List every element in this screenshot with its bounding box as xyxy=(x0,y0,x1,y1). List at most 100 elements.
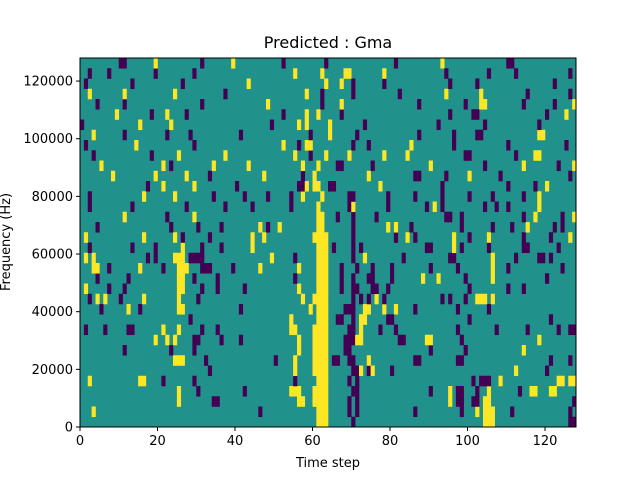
heatmap-cell xyxy=(223,201,228,213)
heatmap-cell xyxy=(289,324,298,336)
heatmap-cell xyxy=(204,355,209,366)
heatmap-cell xyxy=(188,129,193,141)
heatmap-cell xyxy=(87,88,92,100)
heatmap-cell xyxy=(312,355,329,366)
heatmap-cell xyxy=(521,160,526,172)
heatmap-cell xyxy=(444,88,449,100)
heatmap-cell xyxy=(149,109,154,120)
heatmap-cell xyxy=(351,201,356,213)
heatmap-cell xyxy=(316,160,321,172)
heatmap-cell xyxy=(200,283,205,295)
heatmap-cell xyxy=(452,242,457,254)
heatmap-cell xyxy=(304,119,309,131)
heatmap-cell xyxy=(514,252,519,264)
heatmap-cell xyxy=(122,283,127,295)
heatmap-cell xyxy=(161,181,166,192)
heatmap-cell xyxy=(176,396,182,407)
heatmap-cell xyxy=(525,222,530,233)
heatmap-cell xyxy=(424,201,430,213)
heatmap-cell xyxy=(537,129,546,141)
heatmap-cell xyxy=(506,181,511,192)
heatmap-cell xyxy=(475,129,484,141)
heatmap-cell xyxy=(386,201,391,213)
heatmap-cell xyxy=(359,324,364,336)
heatmap-cell xyxy=(568,324,577,336)
heatmap-cell xyxy=(355,375,360,387)
heatmap-cell xyxy=(483,160,488,172)
heatmap-cell xyxy=(80,119,85,131)
heatmap-cell xyxy=(215,324,220,336)
heatmap-cell xyxy=(335,314,344,325)
heatmap-cell xyxy=(192,273,197,284)
heatmap-cell xyxy=(180,232,185,243)
heatmap-cell xyxy=(463,150,472,161)
heatmap-cell xyxy=(351,293,356,305)
heatmap-cell xyxy=(297,345,302,356)
heatmap-cell xyxy=(153,242,158,254)
heatmap-cell xyxy=(374,293,379,305)
heatmap-cell xyxy=(180,242,185,254)
heatmap-cell xyxy=(382,150,387,161)
heatmap-cell xyxy=(556,242,561,254)
heatmap-cell xyxy=(424,242,433,254)
heatmap-cell xyxy=(386,191,391,202)
heatmap-cell xyxy=(312,170,317,182)
heatmap-cell xyxy=(440,201,445,213)
heatmap-cell xyxy=(122,129,127,141)
heatmap-cell xyxy=(351,140,356,151)
heatmap-cell xyxy=(452,140,457,151)
heatmap-cell xyxy=(316,406,329,418)
heatmap-cell xyxy=(130,242,135,254)
heatmap-cell xyxy=(289,201,294,213)
heatmap-cell xyxy=(382,78,387,90)
heatmap-cell xyxy=(521,345,526,356)
x-axis-ticks: 0 20 40 60 80 100 120 xyxy=(76,427,557,449)
heatmap-cell xyxy=(200,324,205,336)
heatmap-cell xyxy=(316,211,325,223)
heatmap-cell xyxy=(545,181,550,192)
heatmap-cell xyxy=(266,99,271,110)
heatmap-cell xyxy=(498,375,503,387)
heatmap-cell xyxy=(405,150,410,161)
heatmap-cell xyxy=(258,263,263,274)
heatmap-cell xyxy=(231,263,236,274)
heatmap-cell xyxy=(413,170,422,182)
y-tick-label: 40000 xyxy=(32,305,73,320)
heatmap-cell xyxy=(370,160,375,172)
heatmap-cell xyxy=(316,242,329,254)
heatmap-cell xyxy=(95,273,100,284)
heatmap-cell xyxy=(297,140,302,151)
heatmap-cell xyxy=(262,232,267,243)
heatmap-cell xyxy=(351,314,356,325)
heatmap-cell xyxy=(471,375,476,387)
heatmap-cell xyxy=(339,109,344,120)
heatmap-cell xyxy=(359,365,364,377)
heatmap-cell xyxy=(351,273,356,284)
heatmap-cell xyxy=(273,355,278,366)
heatmap-cell xyxy=(347,150,352,161)
heatmap-cell xyxy=(521,242,530,254)
plot-frame xyxy=(79,57,577,428)
heatmap-cell xyxy=(455,386,464,397)
heatmap-cell xyxy=(188,314,193,325)
heatmap-cell xyxy=(490,191,495,202)
heatmap-cell xyxy=(483,396,492,407)
heatmap-cell xyxy=(459,242,464,254)
heatmap-cell xyxy=(211,160,216,172)
heatmap-cell xyxy=(192,68,197,79)
heatmap-cell xyxy=(347,324,356,336)
heatmap-cell xyxy=(448,78,453,90)
heatmap-cell xyxy=(417,99,422,110)
heatmap-cell xyxy=(320,88,325,100)
heatmap-cell xyxy=(83,232,89,243)
heatmap-cell xyxy=(130,201,135,213)
heatmap-cell xyxy=(510,222,515,233)
heatmap-cell xyxy=(138,263,143,274)
heatmap-cell xyxy=(262,170,267,182)
heatmap-cell xyxy=(467,232,472,243)
heatmap-cell xyxy=(297,283,302,295)
heatmap-cell xyxy=(545,109,550,120)
heatmap-cell xyxy=(207,232,213,243)
heatmap-cell xyxy=(471,396,480,407)
heatmap-cell xyxy=(316,304,329,315)
